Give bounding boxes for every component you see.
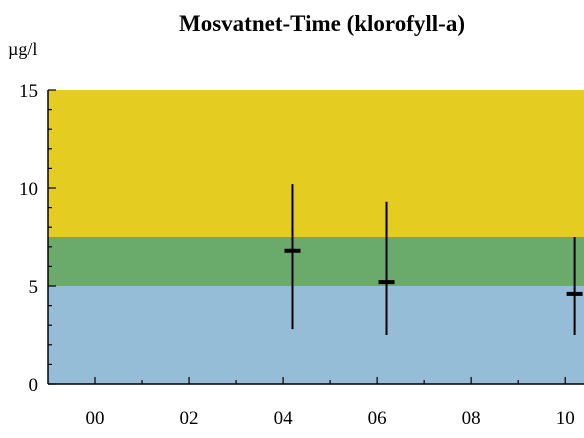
band-2 [48, 90, 584, 237]
y-tick-label: 15 [19, 81, 38, 102]
x-tick-label: 10 [556, 408, 575, 429]
tick-labels: 0 5 10 15 00 02 04 06 08 10 [19, 81, 575, 429]
quality-bands [48, 90, 584, 384]
tick-marks [48, 89, 566, 385]
band-1 [48, 237, 584, 286]
data-marks [284, 184, 583, 335]
x-tick-label: 06 [368, 408, 387, 429]
y-tick-label: 5 [29, 277, 39, 298]
band-0 [48, 286, 584, 384]
chart-title: Mosvatnet-Time (klorofyll-a) [179, 11, 465, 36]
x-tick-label: 08 [462, 408, 481, 429]
x-tick-label: 02 [180, 408, 199, 429]
y-tick-label: 10 [19, 179, 38, 200]
y-axis-unit-label: µg/l [8, 39, 37, 59]
axes [47, 90, 584, 385]
x-tick-label: 00 [86, 408, 105, 429]
x-tick-label: 04 [274, 408, 294, 429]
y-tick-label: 0 [29, 375, 39, 396]
